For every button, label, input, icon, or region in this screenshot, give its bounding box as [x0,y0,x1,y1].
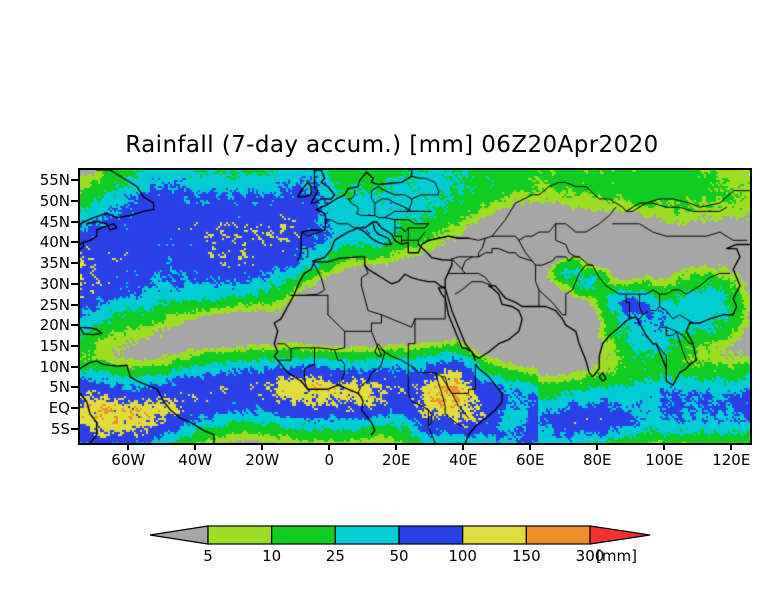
colorbar-units-label: [mm] [596,547,637,565]
rainfall-raster [80,170,750,443]
y-axis-tick-label: 25N [39,295,70,314]
y-axis-tick-label: 15N [39,336,70,355]
colorbar-segment [462,525,527,545]
colorbar-tick-label: 25 [325,547,345,565]
colorbar-extend-low [150,525,209,545]
y-axis-tick [71,262,78,265]
colorbar-tick-label: 150 [512,547,541,565]
colorbar-swatches [150,525,651,545]
y-axis-tick [71,427,78,430]
y-axis-tick-label: EQ [48,398,70,417]
y-axis-tick-label: 5S [50,419,70,438]
y-axis-tick-label: 20N [39,316,70,335]
y-axis-tick [71,282,78,285]
y-axis-tick [71,179,78,182]
x-axis-tick-label: 40E [448,451,478,469]
y-axis-tick [71,386,78,389]
y-axis-tick-label: 45N [39,212,70,231]
y-axis-tick [71,344,78,347]
colorbar-segment [207,525,273,545]
y-axis-tick [71,406,78,409]
x-axis-tick-label: 100E [645,451,684,469]
y-axis-tick-label: 5N [49,378,70,397]
y-axis-tick [71,324,78,327]
y-axis-tick-label: 10N [39,357,70,376]
y-axis-tick [71,241,78,244]
colorbar-tick-label: 100 [448,547,477,565]
colorbar-tick-label: 10 [262,547,282,565]
x-axis-tick-label: 60W [111,451,146,469]
colorbar-tick-label: 300 [575,547,605,565]
x-axis-tick-label: 80E [582,451,612,469]
colorbar-segment [271,525,336,545]
y-axis-tick-label: 35N [39,254,70,273]
x-axis-tick-label: 40W [178,451,213,469]
y-axis-tick-label: 30N [39,274,70,293]
y-axis-tick [71,365,78,368]
y-axis-tick-label: 55N [39,171,70,190]
colorbar-segment [525,525,591,545]
x-axis-tick-label: 20E [381,451,411,469]
x-axis-tick-label: 60E [515,451,545,469]
x-axis-tick-label: 0 [324,451,335,469]
colorbar-tick-label: 5 [203,547,213,565]
y-axis-tick-label: 40N [39,233,70,252]
colorbar-segment [398,525,464,545]
y-axis-tick [71,220,78,223]
colorbar-segment [334,525,400,545]
y-axis-tick-label: 50N [39,192,70,211]
page-title: Rainfall (7-day accum.) [mm] 06Z20Apr202… [125,132,659,158]
y-axis-tick [71,200,78,203]
x-axis-tick-label: 120E [712,451,751,469]
map-plot-area [78,168,752,445]
colorbar-extend-high [589,525,651,545]
y-axis-tick [71,303,78,306]
colorbar-tick-label: 50 [389,547,409,565]
colorbar: [mm] 5 10 25 50 100 150 300 [0,518,784,578]
x-axis-tick-label: 20W [245,451,280,469]
